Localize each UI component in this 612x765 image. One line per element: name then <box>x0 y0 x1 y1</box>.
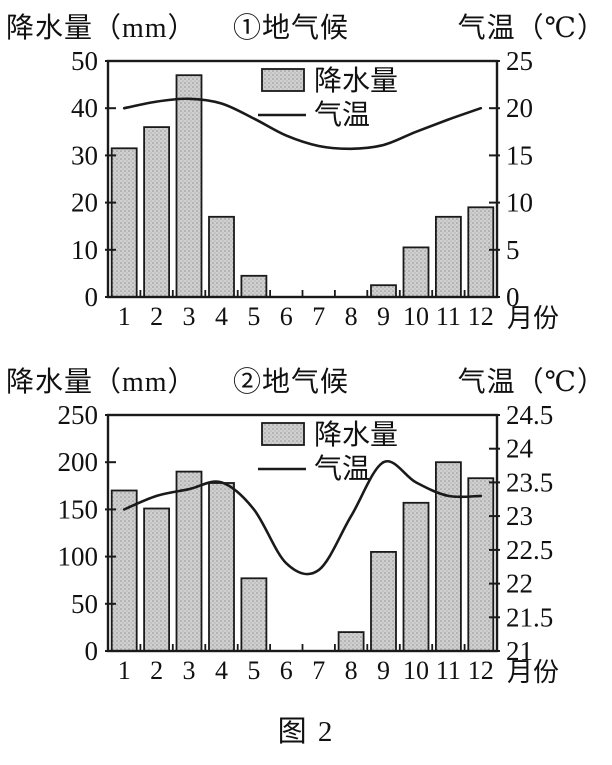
x-axis-title: 月份 <box>507 304 559 333</box>
chart-2-header: 降水量（mm） ②地气候 气温（℃） <box>0 360 612 400</box>
left-axis-tick-label: 30 <box>71 140 98 170</box>
left-axis-tick-label: 40 <box>71 93 98 123</box>
right-axis-tick-label: 10 <box>506 188 533 218</box>
chart-2-left-axis-title: 降水量（mm） <box>6 367 197 398</box>
precip-bar-month-8 <box>337 631 365 652</box>
precip-bar-month-11 <box>434 215 462 298</box>
month-label-1: 1 <box>118 656 131 685</box>
left-axis-tick-label: 0 <box>85 636 99 666</box>
month-label-12: 12 <box>468 656 494 685</box>
precip-bar-month-3 <box>175 74 203 298</box>
left-axis-tick-label: 0 <box>85 282 99 312</box>
right-axis-tick-label: 15 <box>506 140 533 170</box>
left-axis-tick-label: 150 <box>58 494 99 524</box>
right-axis-tick-label: 21.5 <box>506 602 553 632</box>
legend-bar-label: 降水量 <box>314 65 398 97</box>
right-axis-tick-label: 23 <box>506 501 533 531</box>
month-label-10: 10 <box>403 302 429 331</box>
precip-bar-month-9 <box>370 284 397 298</box>
precip-bar-month-9 <box>370 550 397 652</box>
temperature-line <box>122 459 483 576</box>
month-label-5: 5 <box>247 656 260 685</box>
month-label-3: 3 <box>183 656 196 685</box>
temperature-line <box>122 97 483 151</box>
precip-bar-month-10 <box>402 246 430 298</box>
chart-2-right-axis-title: 气温（℃） <box>457 367 606 398</box>
month-label-10: 10 <box>403 656 429 685</box>
precip-bar-month-2 <box>143 507 171 652</box>
month-label-12: 12 <box>468 302 494 331</box>
chart-2-title: ②地气候 <box>232 367 349 398</box>
month-label-6: 6 <box>280 302 293 331</box>
precip-bar-month-4 <box>208 215 235 298</box>
precip-bar-month-3 <box>175 470 203 652</box>
left-axis-tick-label: 50 <box>71 589 98 619</box>
month-label-11: 11 <box>436 656 461 685</box>
right-axis-tick-label: 24 <box>506 434 534 464</box>
precip-bar-month-5 <box>240 577 268 652</box>
right-axis-tick-label: 21 <box>506 636 533 666</box>
right-axis-tick-label: 5 <box>506 235 520 265</box>
legend-line-label: 气温 <box>314 453 370 485</box>
month-label-2: 2 <box>150 656 163 685</box>
month-label-4: 4 <box>215 302 228 331</box>
legend-bar-swatch <box>261 68 305 92</box>
chart-1-header: 降水量（mm） ①地气候 气温（℃） <box>0 6 612 46</box>
month-label-8: 8 <box>345 302 358 331</box>
left-axis-tick-label: 250 <box>58 400 99 430</box>
legend-line-label: 气温 <box>314 99 370 131</box>
month-label-1: 1 <box>118 302 131 331</box>
chart-1-block: 降水量（mm） ①地气候 气温（℃） 0 10 20 30 40 50 0 5 10 15 20 25… <box>0 6 612 346</box>
precip-bar-month-1 <box>110 147 138 298</box>
month-label-11: 11 <box>436 302 461 331</box>
month-label-4: 4 <box>215 656 228 685</box>
month-label-2: 2 <box>150 302 163 331</box>
precip-bar-month-4 <box>208 482 235 652</box>
legend-bar-swatch <box>261 422 305 446</box>
month-label-3: 3 <box>183 302 196 331</box>
figure-caption: 图 2 <box>277 716 335 748</box>
left-axis-tick-label: 50 <box>71 46 98 76</box>
precip-bar-month-12 <box>467 206 495 298</box>
chart-2-precip-temp-plot: 0501001502002502121.52222.52323.52424.51… <box>58 400 560 687</box>
precip-bar-month-11 <box>434 461 462 652</box>
left-axis-tick-label: 20 <box>71 188 98 218</box>
chart-1-right-axis-title: 气温（℃） <box>457 13 606 44</box>
month-label-6: 6 <box>280 656 293 685</box>
precip-bar-month-2 <box>143 126 171 298</box>
precip-bar-month-12 <box>467 477 495 652</box>
left-axis-tick-label: 100 <box>58 542 99 572</box>
right-axis-tick-label: 23.5 <box>506 467 553 497</box>
chart-1-left-axis-title: 降水量（mm） <box>6 13 197 44</box>
legend-bar-label: 降水量 <box>314 419 398 451</box>
month-label-9: 9 <box>377 656 390 685</box>
precip-bar-month-10 <box>402 501 430 652</box>
precip-bar-month-1 <box>110 489 138 652</box>
right-axis-tick-label: 24.5 <box>506 400 553 430</box>
right-axis-tick-label: 0 <box>506 282 520 312</box>
right-axis-tick-label: 22.5 <box>506 535 553 565</box>
month-label-7: 7 <box>312 656 325 685</box>
right-axis-tick-label: 25 <box>506 46 533 76</box>
left-axis-tick-label: 200 <box>58 447 99 477</box>
precip-bar-month-5 <box>240 274 268 298</box>
chart-1-title: ①地气候 <box>232 13 349 44</box>
x-axis-title: 月份 <box>507 658 559 687</box>
right-axis-tick-label: 22 <box>506 569 533 599</box>
left-axis-tick-label: 10 <box>71 235 98 265</box>
month-label-9: 9 <box>377 302 390 331</box>
month-label-8: 8 <box>345 656 358 685</box>
right-axis-tick-label: 20 <box>506 93 533 123</box>
month-label-7: 7 <box>312 302 325 331</box>
chart-2-block: 降水量（mm） ②地气候 气温（℃） 0 50 100 150 200 250 21 21.5… <box>0 360 612 700</box>
month-label-5: 5 <box>247 302 260 331</box>
